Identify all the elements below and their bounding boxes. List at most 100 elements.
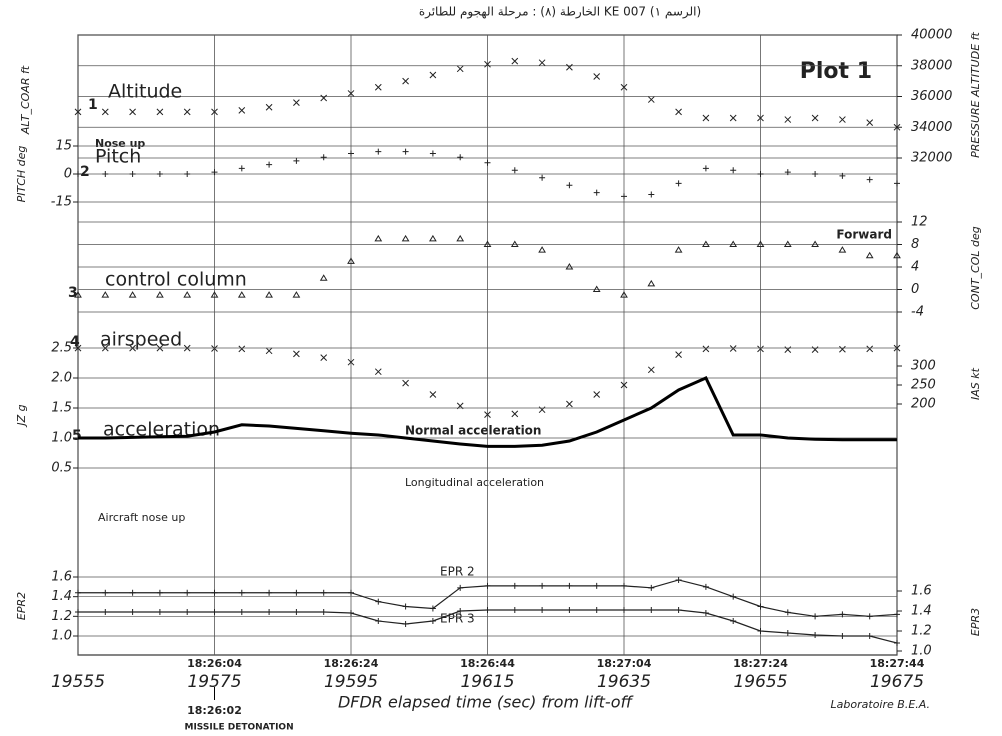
data-point <box>756 240 765 247</box>
data-point <box>293 157 300 164</box>
data-point <box>510 240 519 247</box>
data-point <box>320 154 327 161</box>
data-point <box>266 161 273 168</box>
data-point <box>620 291 628 298</box>
y-tick-label: 1.4 <box>911 604 932 619</box>
data-point <box>621 582 627 589</box>
data-point <box>539 607 546 613</box>
time-tick-label: 18:26:04 <box>187 657 242 670</box>
data-point <box>484 60 491 68</box>
data-point <box>429 71 437 79</box>
y-tick-label: 2.0 <box>51 371 72 386</box>
data-point <box>839 345 846 353</box>
data-point <box>292 291 301 298</box>
data-point <box>839 611 846 618</box>
data-point <box>320 589 327 596</box>
data-point <box>320 609 327 615</box>
data-point <box>429 391 437 398</box>
data-point <box>238 165 245 172</box>
y-axis-title: CONT_COL deg <box>969 226 982 310</box>
y-tick-label: 2.5 <box>51 341 72 356</box>
y-tick-label: 32000 <box>911 151 952 166</box>
data-point <box>456 234 465 242</box>
data-point <box>647 279 656 287</box>
data-point <box>456 65 464 73</box>
data-point <box>757 628 764 634</box>
y-tick-label: 1.6 <box>51 570 72 585</box>
data-point <box>675 576 682 583</box>
data-point <box>293 589 300 596</box>
data-point <box>812 613 819 620</box>
time-tick-label: 18:27:24 <box>733 657 788 670</box>
data-point <box>784 630 791 636</box>
panel-label: Pitch <box>95 146 141 168</box>
data-point <box>102 171 109 177</box>
data-point <box>648 607 655 613</box>
data-point <box>484 411 491 418</box>
data-point <box>211 609 218 615</box>
data-point <box>402 621 409 627</box>
data-point <box>621 193 627 200</box>
time-tick-label: 18:27:44 <box>870 657 925 670</box>
data-point <box>156 108 164 116</box>
data-point <box>893 123 901 131</box>
data-point <box>402 77 409 85</box>
time-tick-label: 18:26:24 <box>324 657 379 670</box>
data-point <box>839 172 846 179</box>
header: الخارطة (٨) : مرحلة الهجوم للطائرة KE 00… <box>419 5 701 20</box>
y-axis-title: IAS kt <box>969 367 982 400</box>
data-point <box>784 346 792 354</box>
data-point <box>593 391 601 398</box>
data-point <box>674 246 683 253</box>
data-point <box>866 176 873 183</box>
plot-title: Plot 1 <box>800 59 872 84</box>
data-point <box>511 167 518 174</box>
data-point <box>429 618 436 624</box>
data-point <box>211 169 218 176</box>
annotation: Aircraft nose up <box>98 511 185 524</box>
y-tick-label: 250 <box>911 378 936 393</box>
data-point <box>293 350 300 358</box>
x-tick-label: 19655 <box>733 672 787 692</box>
x-tick-label: 19675 <box>870 672 924 692</box>
data-line <box>78 376 897 448</box>
y-tick-label: 1.4 <box>51 589 72 604</box>
event-time: 18:26:02 <box>187 704 242 717</box>
data-point <box>675 351 682 358</box>
annotation: EPR 3 <box>440 612 475 626</box>
data-point <box>866 633 873 639</box>
y-tick-label: 1.5 <box>51 401 72 416</box>
data-point <box>702 610 709 616</box>
data-point <box>348 150 354 157</box>
data-point <box>320 94 328 102</box>
data-point <box>702 240 710 247</box>
y-tick-label: 40000 <box>911 28 952 43</box>
event-label: MISSILE DETONATION <box>185 723 294 733</box>
annotation: Nose up <box>95 137 145 150</box>
data-point <box>347 358 355 366</box>
data-point <box>647 366 655 374</box>
data-point <box>757 345 764 353</box>
data-point <box>566 63 573 71</box>
data-point <box>347 257 355 264</box>
y-axis-title: PRESSURE ALTITUDE ft <box>969 31 982 157</box>
data-point <box>211 589 218 596</box>
data-point <box>538 246 546 253</box>
data-point <box>675 108 682 116</box>
data-point <box>811 240 819 247</box>
data-point <box>348 589 354 596</box>
data-point <box>266 589 273 596</box>
data-point <box>74 291 82 298</box>
panel-label: control column <box>105 269 247 291</box>
data-point <box>129 108 136 116</box>
data-point <box>620 381 628 389</box>
data-point <box>211 345 218 352</box>
data-point <box>265 291 273 298</box>
data-point <box>483 240 492 247</box>
y-tick-label: 200 <box>911 397 936 412</box>
data-point <box>129 171 136 177</box>
data-point <box>894 180 900 187</box>
y-tick-label: 8 <box>911 237 919 252</box>
y-tick-label: 1.0 <box>51 431 72 446</box>
